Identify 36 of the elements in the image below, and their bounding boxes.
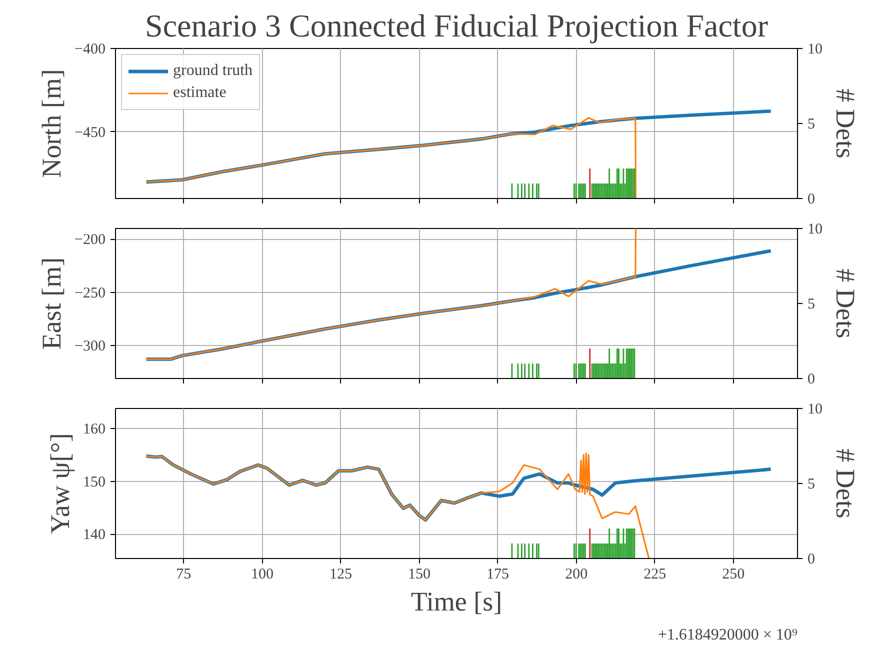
y-axis-title: East [m] (36, 257, 67, 350)
x-tick-label: 100 (250, 566, 274, 582)
x-tick-label: 150 (408, 566, 431, 582)
y2-axis-title: # Dets (830, 268, 860, 338)
y2-tick-label: 10 (808, 222, 822, 238)
y2-tick-label: 5 (808, 116, 815, 132)
y-tick-label: −250 (74, 285, 106, 302)
y2-tick-label: 10 (808, 42, 822, 58)
y-axis-title: Yaw ψ[°] (45, 433, 75, 534)
x-tick-label: 175 (486, 566, 510, 582)
x-tick-label: 200 (565, 566, 588, 582)
y-tick-label: 150 (83, 474, 106, 490)
y-tick-label: −200 (74, 232, 106, 248)
y-tick-label: −400 (74, 42, 106, 58)
y-tick-label: −450 (74, 124, 106, 141)
y2-axis-title: # Dets (830, 448, 860, 518)
x-tick-label: 250 (722, 566, 745, 582)
y-tick-label: −300 (74, 338, 106, 355)
y2-tick-label: 10 (808, 402, 822, 418)
y2-tick-label: 5 (808, 476, 815, 492)
y2-tick-label: 0 (808, 372, 815, 388)
legend-label: ground truth (173, 62, 253, 80)
x-tick-label: 225 (644, 566, 666, 582)
y2-axis-title: # Dets (830, 88, 860, 158)
y2-tick-label: 5 (808, 296, 815, 312)
text: +1.6184920000 × 10⁹ (658, 626, 798, 644)
y-tick-label: 160 (83, 422, 106, 438)
y2-tick-label: 0 (808, 192, 815, 208)
x-tick-label: 125 (329, 566, 352, 582)
y-axis-title: North [m] (36, 69, 67, 178)
chart-title: Scenario 3 Connected Fiducial Projection Factor (145, 8, 768, 44)
legend-label: estimate (173, 84, 226, 102)
y-tick-label: 140 (83, 527, 106, 544)
x-tick-label: 75 (176, 566, 192, 582)
x-axis-title: Time [s] (410, 586, 502, 616)
y2-tick-label: 0 (808, 552, 815, 568)
